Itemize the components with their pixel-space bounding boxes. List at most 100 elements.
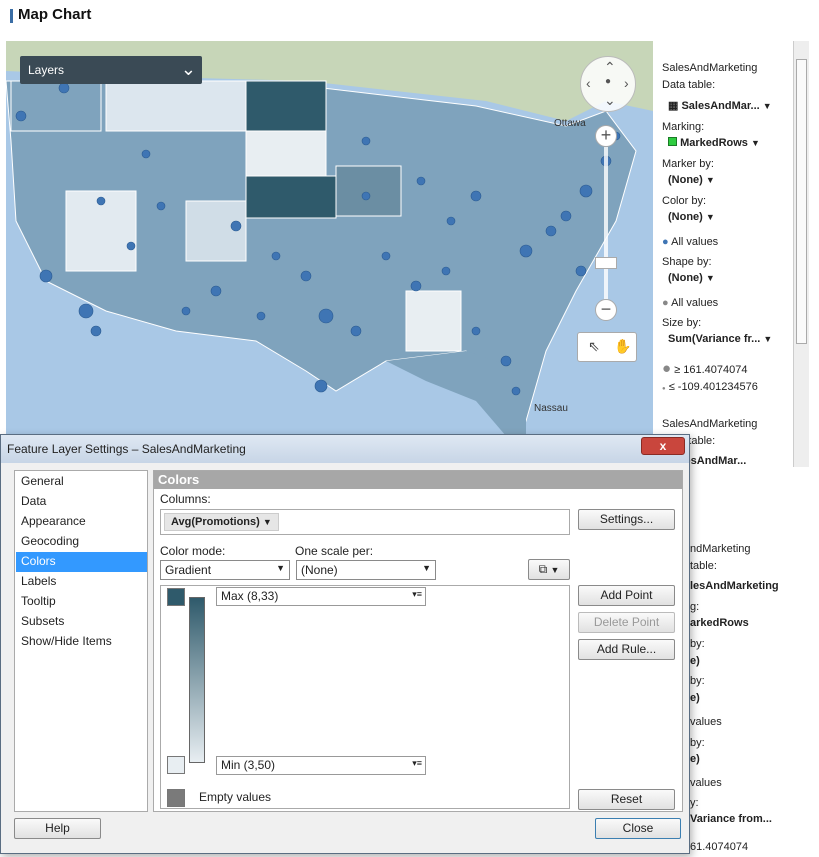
legend-all-values-2: ● All values — [662, 297, 719, 309]
large-circle-icon: ● — [662, 360, 672, 377]
legend-data-table-value[interactable]: ▦ SalesAndMar... ▼ — [668, 100, 772, 112]
gradient-bar — [189, 597, 205, 763]
behind-row: by: — [690, 638, 705, 650]
empty-values-swatch[interactable] — [167, 789, 185, 807]
legend-color-by-label: Color by: — [662, 195, 707, 207]
pan-hand-tool-icon[interactable]: ✋ — [614, 338, 632, 354]
nav-item-general[interactable]: General — [21, 474, 64, 488]
chevron-down-icon: ▾≡ — [412, 758, 422, 768]
legend-size-by-value[interactable]: Sum(Variance fr... ▼ — [668, 333, 773, 345]
nav-item-data[interactable]: Data — [21, 494, 47, 508]
max-color-swatch[interactable] — [167, 588, 185, 606]
legend-marking-label: Marking: — [662, 121, 705, 133]
settings-button[interactable]: Settings... — [578, 509, 675, 530]
gradient-editor — [160, 585, 570, 809]
color-mode-label: Color mode: — [160, 544, 226, 558]
min-point-field[interactable]: Min (3,50) ▾≡ — [216, 756, 426, 775]
dialog-close-icon[interactable]: x — [641, 437, 685, 455]
max-point-field[interactable]: Max (8,33) ▾≡ — [216, 587, 426, 606]
behind-row: by: — [690, 675, 705, 687]
legend-layer-title: SalesAndMarketing — [662, 62, 758, 74]
empty-values-label: Empty values — [199, 790, 272, 804]
nav-item-labels[interactable]: Labels — [21, 574, 57, 588]
behind-row: y: — [690, 797, 699, 809]
color-mode-select[interactable]: Gradient ▼ — [160, 560, 290, 580]
map-tool-buttons: ⇖ ✋ — [577, 332, 637, 362]
behind-row: e) — [690, 655, 700, 667]
color-scheme-menu-button[interactable]: ⧉ ▼ — [528, 559, 570, 580]
pan-left-icon[interactable]: ‹ — [586, 75, 591, 91]
chevron-down-icon: ▼ — [276, 563, 285, 573]
add-rule-button[interactable]: Add Rule... — [578, 639, 675, 660]
legend-marking-value[interactable]: MarkedRows ▼ — [668, 137, 760, 149]
zoom-slider-thumb[interactable] — [595, 257, 617, 269]
legend-marker-by-label: Marker by: — [662, 158, 714, 170]
copy-icon: ⧉ — [538, 562, 548, 576]
behind-row: Variance from... — [690, 813, 772, 825]
min-color-swatch[interactable] — [167, 756, 185, 774]
pan-down-icon[interactable]: ⌄ — [604, 92, 616, 108]
behind-row: arkedRows — [690, 617, 749, 629]
pan-center-icon: ● — [605, 76, 612, 87]
panel-title: Colors — [154, 471, 682, 489]
column-chip[interactable]: Avg(Promotions) ▼ — [164, 513, 279, 531]
legend-panel: SalesAndMarketing Data table: ▦ SalesAnd… — [656, 41, 793, 467]
scrollbar-thumb[interactable] — [796, 59, 807, 344]
behind-row: by: — [690, 737, 705, 749]
location-markers — [15, 82, 621, 396]
one-scale-select[interactable]: (None) ▼ — [296, 560, 436, 580]
legend-size-min: ● ≤ -109.401234576 — [662, 381, 758, 393]
legend-panel-behind: ndMarketing table: lesAndMarketing g: ar… — [688, 540, 819, 857]
legend-data-table-label: Data table: — [662, 79, 716, 91]
zoom-out-button[interactable]: − — [595, 299, 617, 321]
legend-color-by-value[interactable]: (None) ▼ — [668, 211, 715, 223]
nav-item-tooltip[interactable]: Tooltip — [21, 594, 56, 608]
delete-point-button[interactable]: Delete Point — [578, 612, 675, 633]
nav-item-geocoding[interactable]: Geocoding — [21, 534, 80, 548]
behind-row: ndMarketing — [690, 543, 751, 555]
zoom-track[interactable] — [604, 147, 608, 299]
legend-shape-by-value[interactable]: (None) ▼ — [668, 272, 715, 284]
page-title: Map Chart — [18, 6, 92, 23]
legend-size-by-label: Size by: — [662, 317, 702, 329]
layers-label: Layers — [28, 63, 65, 77]
dialog-title: Feature Layer Settings – SalesAndMarketi… — [7, 442, 246, 456]
dialog-title-bar[interactable]: Feature Layer Settings – SalesAndMarketi… — [1, 435, 689, 463]
chevron-down-icon: ⌄ — [180, 59, 196, 79]
marking-color-swatch — [668, 137, 677, 146]
legend-size-max: ● ≥ 161.4074074 — [662, 360, 748, 377]
legend-scrollbar[interactable] — [793, 41, 809, 467]
columns-label: Columns: — [160, 492, 211, 506]
nav-item-appearance[interactable]: Appearance — [21, 514, 86, 528]
legend-all-values-1: ● All values — [662, 236, 719, 248]
nav-item-colors[interactable]: Colors — [16, 552, 147, 572]
map-drawing — [6, 41, 653, 436]
city-label-nassau: Nassau — [534, 403, 568, 414]
legend-shape-by-label: Shape by: — [662, 256, 712, 268]
close-button[interactable]: Close — [595, 818, 681, 839]
behind-row: lesAndMarketing — [690, 580, 779, 592]
nav-item-subsets[interactable]: Subsets — [21, 614, 65, 628]
reset-button[interactable]: Reset — [578, 789, 675, 810]
pan-right-icon[interactable]: › — [624, 75, 629, 91]
help-button[interactable]: Help — [14, 818, 101, 839]
title-bar: Map Chart — [0, 0, 819, 34]
pan-control[interactable]: ⌃ ‹ › ⌄ ● — [580, 56, 636, 112]
small-circle-icon: ● — [662, 386, 666, 392]
behind-row: e) — [690, 692, 700, 704]
layers-dropdown[interactable]: Layers ⌄ — [20, 56, 202, 84]
chevron-down-icon: ▼ — [422, 563, 431, 573]
zoom-in-button[interactable]: + — [595, 125, 617, 147]
pointer-tool-icon[interactable]: ⇖ — [588, 338, 600, 354]
nav-item-show-hide-items[interactable]: Show/Hide Items — [21, 634, 112, 648]
city-label-ottawa: Ottawa — [554, 118, 586, 129]
feature-layer-settings-dialog: Feature Layer Settings – SalesAndMarketi… — [0, 434, 690, 854]
behind-row: table: — [690, 560, 717, 572]
pan-up-icon[interactable]: ⌃ — [604, 59, 616, 75]
columns-field[interactable]: Avg(Promotions) ▼ — [160, 509, 570, 535]
behind-row: values — [690, 777, 722, 789]
map-canvas[interactable]: Layers ⌄ ⌃ ‹ › ⌄ ● + − ⇖ ✋ Ottawa Nassau — [6, 41, 653, 436]
add-point-button[interactable]: Add Point — [578, 585, 675, 606]
legend-marker-by-value[interactable]: (None) ▼ — [668, 174, 715, 186]
